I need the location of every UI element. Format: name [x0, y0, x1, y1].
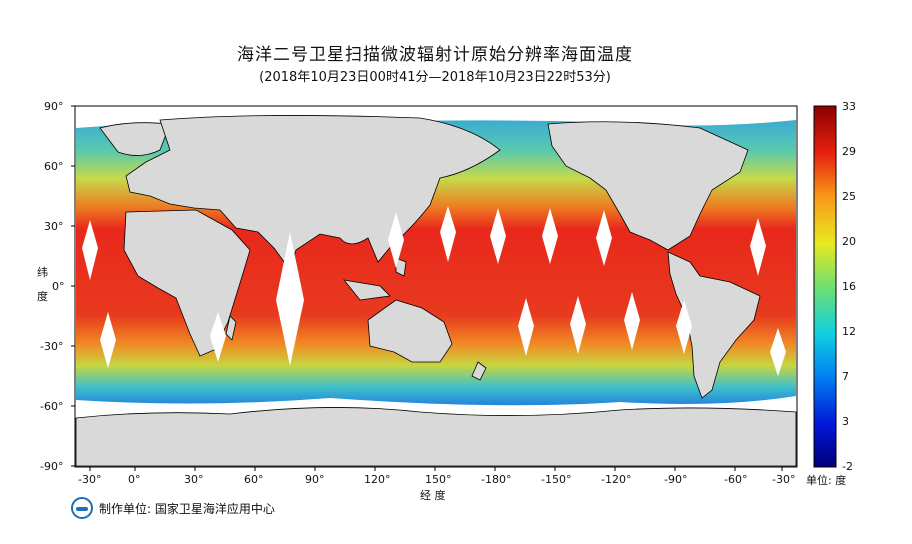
colorbar-gradient	[813, 105, 837, 468]
producer-footer: 制作单位: 国家卫星海洋应用中心	[71, 497, 275, 519]
lon-tick: 0°	[128, 473, 141, 486]
y-axis-label-1: 纬	[37, 266, 48, 279]
lon-tick: 120°	[364, 473, 391, 486]
lon-tick: -30°	[772, 473, 795, 486]
orbit-gaps	[82, 206, 786, 376]
colorbar: 33 29 25 20 16 12 7 3 -2 单位: 度	[806, 100, 856, 487]
x-axis-label: 经 度	[420, 488, 446, 502]
lon-axis: -30° 0° 30° 60° 90° 120° 150° -180° -150…	[78, 467, 795, 502]
lon-tick: -150°	[541, 473, 571, 486]
colorbar-tick: 25	[842, 190, 856, 203]
lon-tick: -120°	[601, 473, 631, 486]
lat-tick: 0°	[52, 280, 65, 293]
map-title: 海洋二号卫星扫描微波辐射计原始分辨率海面温度	[237, 45, 633, 65]
lon-tick: -90°	[664, 473, 687, 486]
producer-text: 制作单位: 国家卫星海洋应用中心	[99, 501, 275, 516]
lat-tick: -30°	[40, 340, 63, 353]
colorbar-tick: -2	[842, 460, 853, 473]
land-masses	[75, 115, 797, 467]
lon-tick: -30°	[78, 473, 101, 486]
lon-tick: 150°	[425, 473, 452, 486]
colorbar-tick: 29	[842, 145, 856, 158]
nsoas-logo-icon	[71, 497, 93, 519]
colorbar-tick: 7	[842, 370, 849, 383]
lat-tick: 60°	[44, 160, 64, 173]
lon-tick: -180°	[481, 473, 511, 486]
lat-tick: -60°	[40, 400, 63, 413]
lon-tick: 90°	[305, 473, 325, 486]
colorbar-tick: 3	[842, 415, 849, 428]
y-axis-label-2: 度	[37, 289, 48, 303]
lat-tick: 90°	[44, 100, 64, 113]
colorbar-tick: 20	[842, 235, 856, 248]
lat-tick: 30°	[44, 220, 64, 233]
colorbar-tick: 12	[842, 325, 856, 338]
colorbar-tick: 16	[842, 280, 856, 293]
colorbar-tick: 33	[842, 100, 856, 113]
lat-tick: -90°	[40, 460, 63, 473]
colorbar-unit: 单位: 度	[806, 473, 846, 487]
lon-tick: 60°	[244, 473, 264, 486]
map-subtitle: (2018年10月23日00时41分—2018年10月23日22时53分)	[259, 70, 611, 85]
lon-tick: -60°	[724, 473, 747, 486]
lon-tick: 30°	[184, 473, 204, 486]
lat-axis: 90° 60° 30° 0° -30° -60° -90° 纬 度	[37, 100, 75, 473]
